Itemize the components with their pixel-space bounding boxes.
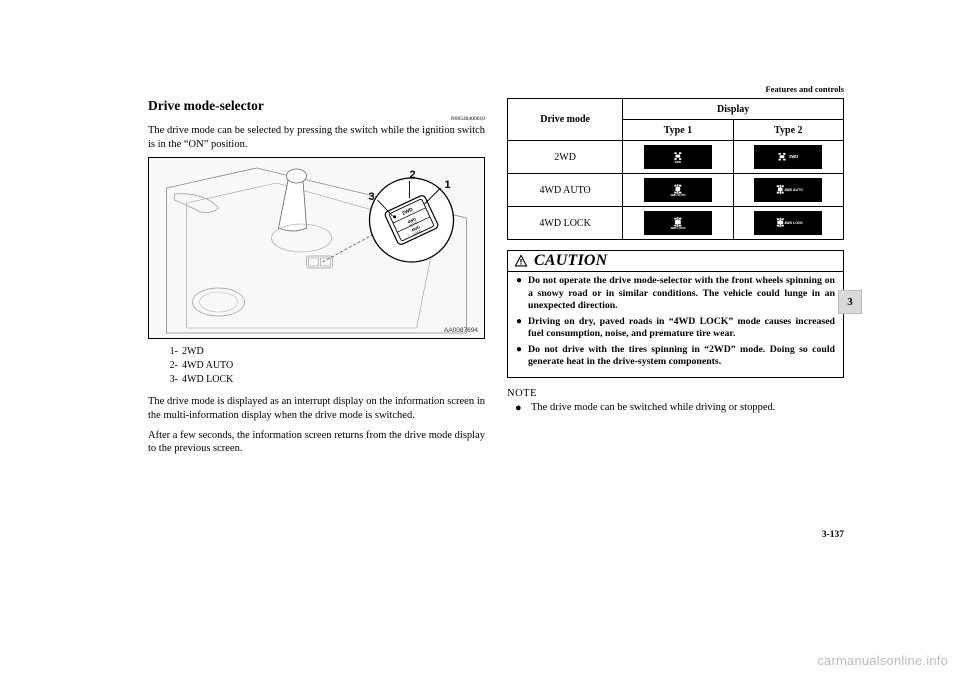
drive-icon-4wd-lock: 4WD LOCK — [754, 211, 822, 235]
td-mode: 4WD LOCK — [508, 207, 623, 240]
drive-icon-4wd-lock: 4WD LOCK — [644, 211, 712, 235]
legend-item: 1- 2WD — [160, 345, 485, 359]
svg-text:4WD LOCK: 4WD LOCK — [670, 226, 686, 230]
th-type1: Type 1 — [623, 120, 733, 141]
td-icon: 2WD — [623, 141, 733, 174]
drive-icon-4wd-auto: 4WD AUTO — [644, 178, 712, 202]
svg-text:2WD: 2WD — [675, 160, 681, 164]
svg-text:4WD AUTO: 4WD AUTO — [785, 188, 804, 192]
chapter-tab: 3 — [838, 290, 862, 314]
section-title: Drive mode-selector — [148, 98, 485, 114]
body-paragraph: After a few seconds, the information scr… — [148, 429, 485, 456]
caution-body: ●Do not operate the drive mode-selector … — [508, 272, 843, 377]
svg-text:4WD LOCK: 4WD LOCK — [785, 221, 804, 225]
watermark: carmanualsonline.info — [817, 653, 948, 668]
left-column: Drive mode-selector N00548400010 The dri… — [148, 98, 485, 462]
selector-figure: 2WD 4WD AUTO 4WD LOCK 1 2 3 — [148, 157, 485, 339]
manual-page: Features and controls Drive mode-selecto… — [0, 0, 960, 678]
reference-code: N00548400010 — [148, 116, 485, 122]
caution-label: CAUTION — [534, 252, 607, 270]
figure-code: AA0087694 — [444, 327, 478, 334]
callout-3: 3 — [369, 191, 375, 203]
bullet-icon: ● — [516, 344, 528, 369]
caution-item: ●Driving on dry, paved roads in “4WD LOC… — [516, 316, 835, 341]
td-mode: 4WD AUTO — [508, 174, 623, 207]
content-columns: Drive mode-selector N00548400010 The dri… — [148, 98, 844, 462]
svg-text:4WD AUTO: 4WD AUTO — [670, 193, 686, 197]
note-text: The drive mode can be switched while dri… — [531, 401, 775, 415]
intro-paragraph: The drive mode can be selected by pressi… — [148, 124, 485, 151]
body-paragraph: The drive mode is displayed as an interr… — [148, 395, 485, 422]
drive-icon-2wd: 2WD — [644, 145, 712, 169]
caution-box: CAUTION ●Do not operate the drive mode-s… — [507, 250, 844, 378]
td-icon: 4WD LOCK — [623, 207, 733, 240]
td-icon: 4WD LOCK — [733, 207, 843, 240]
td-icon: 2WD — [733, 141, 843, 174]
th-drive-mode: Drive mode — [508, 99, 623, 141]
legend-item: 2- 4WD AUTO — [160, 359, 485, 373]
th-type2: Type 2 — [733, 120, 843, 141]
bullet-icon: ● — [515, 401, 525, 415]
bullet-icon: ● — [516, 316, 528, 341]
td-mode: 2WD — [508, 141, 623, 174]
note-heading: NOTE — [507, 388, 844, 399]
selector-illustration: 2WD 4WD AUTO 4WD LOCK 1 2 3 — [149, 158, 484, 338]
right-column: Drive mode Display Type 1 Type 2 2WD 2WD… — [507, 98, 844, 462]
drive-icon-2wd: 2WD — [754, 145, 822, 169]
drive-icon-4wd-auto: 4WD AUTO — [754, 178, 822, 202]
warning-triangle-icon — [514, 254, 528, 268]
caution-header: CAUTION — [508, 251, 843, 272]
svg-text:2WD: 2WD — [790, 154, 799, 159]
callout-1: 1 — [445, 179, 451, 191]
legend-item: 3- 4WD LOCK — [160, 373, 485, 387]
bullet-icon: ● — [516, 275, 528, 313]
callout-2: 2 — [410, 169, 416, 181]
drive-mode-table: Drive mode Display Type 1 Type 2 2WD 2WD… — [507, 98, 844, 240]
caution-item: ●Do not operate the drive mode-selector … — [516, 275, 835, 313]
header-section: Features and controls — [765, 84, 844, 94]
caution-item: ●Do not drive with the tires spinning in… — [516, 344, 835, 369]
page-number: 3-137 — [822, 530, 844, 540]
td-icon: 4WD AUTO — [733, 174, 843, 207]
td-icon: 4WD AUTO — [623, 174, 733, 207]
th-display: Display — [623, 99, 844, 120]
figure-legend: 1- 2WD 2- 4WD AUTO 3- 4WD LOCK — [160, 345, 485, 387]
note-body: ● The drive mode can be switched while d… — [507, 401, 844, 415]
